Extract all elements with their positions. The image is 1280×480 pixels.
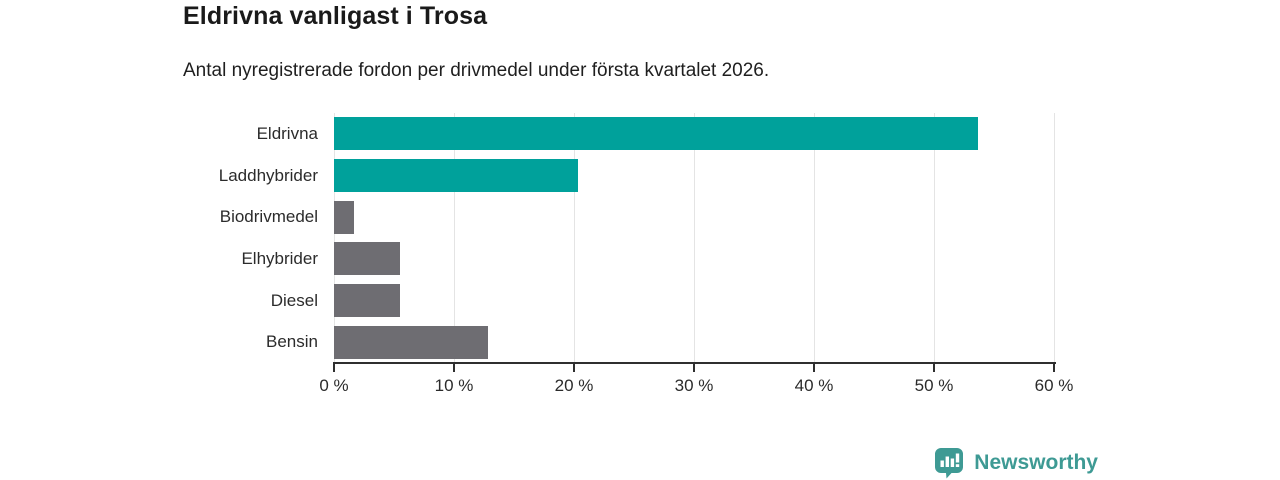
x-tick [573, 364, 575, 372]
category-labels: Eldrivna Laddhybrider Biodrivmedel Elhybrid… [183, 113, 318, 363]
x-tick [453, 364, 455, 372]
bar-row [334, 280, 1054, 322]
x-tick-label: 10 % [434, 376, 474, 395]
category-label: Elhybrider [241, 248, 318, 268]
category-label: Biodrivmedel [219, 207, 318, 227]
x-axis-line [333, 362, 1056, 364]
gridline [814, 113, 815, 363]
x-tick-label: 50 % [914, 376, 954, 395]
newsworthy-brand: Newsworthy [933, 446, 1098, 479]
bar-row [334, 238, 1054, 280]
gridline [1054, 113, 1055, 363]
bar-row [334, 196, 1054, 238]
x-tick-label: 60 % [1034, 376, 1074, 395]
x-tick [933, 364, 935, 372]
x-tick [333, 364, 335, 372]
x-tick-label: 20 % [554, 376, 594, 395]
bar-row [334, 155, 1054, 197]
bar-chart: Eldrivna Laddhybrider Biodrivmedel Elhybrid… [183, 113, 1073, 395]
bar [334, 325, 488, 359]
bar-row [334, 321, 1054, 363]
gridline [934, 113, 935, 363]
bar-row [334, 113, 1054, 155]
x-tick [1053, 364, 1055, 372]
x-tick [813, 364, 815, 372]
category-label: Diesel [270, 290, 318, 310]
bar [334, 242, 400, 276]
gridline [334, 113, 335, 363]
bar [334, 117, 979, 151]
gridline [694, 113, 695, 363]
chart-subtitle: Antal nyregistrerade fordon per drivmede… [183, 60, 770, 81]
bar [334, 159, 578, 192]
chart-title: Eldrivna vanligast i Trosa [183, 2, 488, 30]
x-tick-label: 0 % [319, 376, 349, 395]
x-tick [693, 364, 695, 372]
x-tick-label: 40 % [794, 376, 834, 395]
category-label: Bensin [266, 332, 318, 352]
gridline [454, 113, 455, 363]
category-label: Eldrivna [256, 123, 318, 143]
bar [334, 200, 355, 234]
gridline [574, 113, 575, 363]
brand-name: Newsworthy [974, 450, 1098, 474]
newsworthy-logo-icon [935, 448, 964, 479]
category-label: Laddhybrider [218, 165, 318, 185]
bar [334, 284, 400, 318]
x-tick-label: 30 % [674, 376, 714, 395]
bar-rows [334, 113, 1054, 363]
plot-area: 0 % 10 % 20 % 30 % 40 % 50 % 60 % [319, 113, 1073, 395]
